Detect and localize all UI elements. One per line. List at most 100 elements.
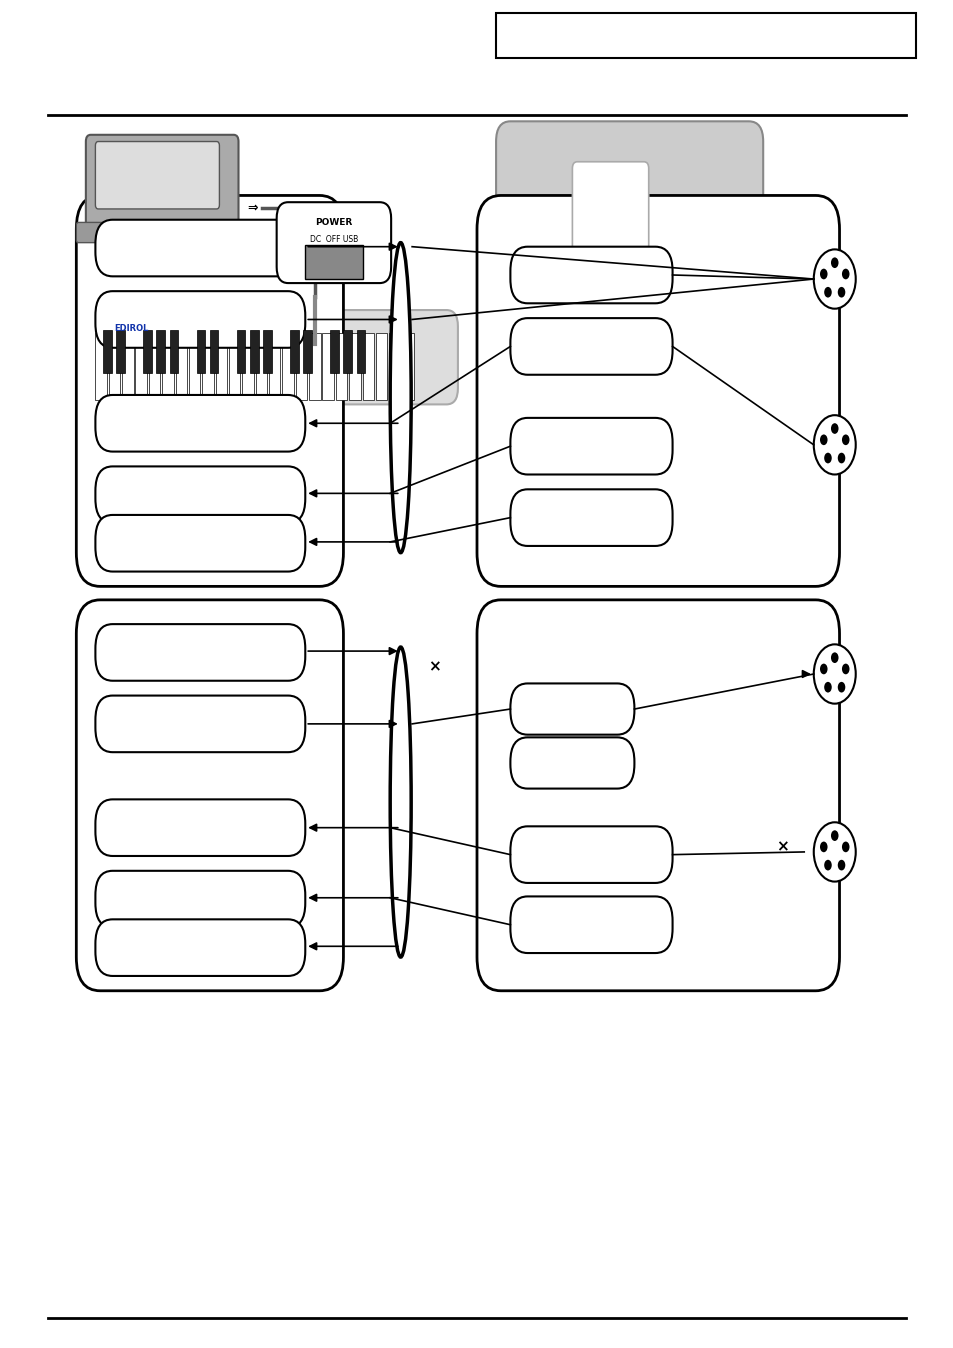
Bar	[269, 333, 280, 400]
Bar	[375, 333, 387, 400]
Bar	[322, 333, 334, 400]
Circle shape	[820, 268, 826, 279]
Circle shape	[813, 249, 855, 309]
Bar	[305, 245, 362, 279]
Circle shape	[837, 682, 844, 693]
Bar	[496, 13, 915, 58]
FancyBboxPatch shape	[476, 195, 839, 586]
Circle shape	[813, 644, 855, 704]
Bar	[175, 333, 187, 400]
Ellipse shape	[390, 647, 411, 957]
Bar	[309, 333, 320, 400]
Bar	[250, 330, 258, 373]
Bar	[282, 333, 294, 400]
Circle shape	[830, 423, 838, 434]
Circle shape	[813, 415, 855, 474]
Bar	[143, 330, 152, 373]
Bar	[189, 333, 200, 400]
Circle shape	[830, 830, 838, 841]
Text: POWER: POWER	[314, 218, 353, 226]
Bar	[229, 333, 240, 400]
FancyBboxPatch shape	[510, 826, 672, 883]
FancyBboxPatch shape	[76, 195, 343, 586]
FancyBboxPatch shape	[276, 202, 391, 283]
FancyBboxPatch shape	[95, 142, 219, 209]
Circle shape	[837, 860, 844, 871]
FancyBboxPatch shape	[510, 318, 672, 375]
Bar	[135, 333, 147, 400]
Bar	[349, 333, 360, 400]
Circle shape	[837, 287, 844, 298]
Bar	[170, 330, 178, 373]
Text: ×: ×	[427, 659, 440, 675]
Circle shape	[841, 841, 848, 852]
FancyBboxPatch shape	[510, 489, 672, 546]
FancyBboxPatch shape	[496, 121, 762, 310]
FancyBboxPatch shape	[76, 222, 248, 243]
Bar	[109, 333, 120, 400]
FancyBboxPatch shape	[95, 220, 305, 276]
Circle shape	[823, 453, 831, 464]
FancyBboxPatch shape	[95, 799, 305, 856]
Bar	[402, 333, 414, 400]
FancyBboxPatch shape	[95, 466, 305, 523]
Text: EDIROL: EDIROL	[114, 325, 149, 333]
FancyBboxPatch shape	[95, 696, 305, 752]
FancyBboxPatch shape	[510, 247, 672, 303]
Bar	[236, 330, 245, 373]
Bar	[149, 333, 160, 400]
Ellipse shape	[390, 243, 411, 553]
FancyBboxPatch shape	[76, 310, 457, 404]
Bar	[103, 330, 112, 373]
Circle shape	[837, 453, 844, 464]
Bar	[202, 333, 213, 400]
FancyBboxPatch shape	[510, 896, 672, 953]
Bar	[95, 333, 107, 400]
Text: ×: ×	[775, 838, 788, 855]
Circle shape	[820, 841, 826, 852]
Text: ⌐  ¬: ⌐ ¬	[322, 253, 345, 264]
Circle shape	[823, 682, 831, 693]
Bar	[156, 330, 165, 373]
Circle shape	[813, 822, 855, 882]
Bar	[196, 330, 205, 373]
FancyBboxPatch shape	[95, 919, 305, 976]
Bar	[356, 330, 365, 373]
FancyBboxPatch shape	[95, 291, 305, 348]
FancyBboxPatch shape	[76, 600, 343, 991]
Bar	[290, 330, 298, 373]
FancyBboxPatch shape	[86, 135, 238, 229]
Bar	[343, 330, 352, 373]
Bar	[210, 330, 218, 373]
FancyBboxPatch shape	[95, 395, 305, 452]
Bar	[263, 330, 272, 373]
Circle shape	[841, 663, 848, 674]
FancyBboxPatch shape	[95, 624, 305, 681]
Bar	[116, 330, 125, 373]
Bar	[242, 333, 253, 400]
Bar	[295, 333, 307, 400]
Text: ⇒: ⇒	[247, 201, 258, 214]
Circle shape	[820, 663, 826, 674]
FancyBboxPatch shape	[510, 683, 634, 735]
FancyBboxPatch shape	[476, 600, 839, 991]
Bar	[330, 330, 338, 373]
Text: DC  OFF USB: DC OFF USB	[310, 236, 357, 244]
Bar	[255, 333, 267, 400]
Circle shape	[823, 287, 831, 298]
FancyBboxPatch shape	[95, 871, 305, 927]
Circle shape	[830, 652, 838, 663]
Bar	[335, 333, 347, 400]
Circle shape	[820, 434, 826, 445]
Bar	[362, 333, 374, 400]
Bar	[215, 333, 227, 400]
FancyBboxPatch shape	[510, 418, 672, 474]
Bar	[389, 333, 400, 400]
Circle shape	[823, 860, 831, 871]
Bar	[122, 333, 133, 400]
FancyBboxPatch shape	[95, 515, 305, 572]
Circle shape	[830, 257, 838, 268]
Circle shape	[841, 434, 848, 445]
FancyBboxPatch shape	[572, 162, 648, 283]
Bar	[303, 330, 312, 373]
